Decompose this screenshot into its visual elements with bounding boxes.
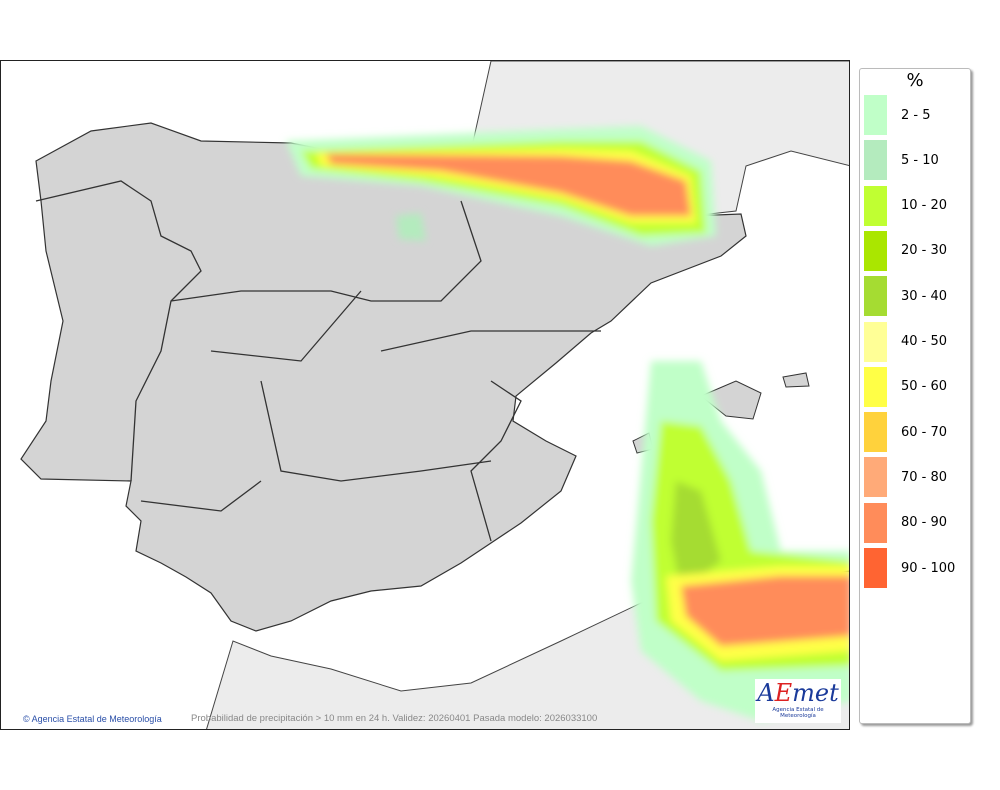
legend-item: 70 - 80 [864,457,948,498]
legend-swatch [864,321,887,362]
legend-swatch [864,502,887,543]
legend-label: 30 - 40 [901,288,948,304]
legend-unit: % [906,70,924,91]
legend-label: 80 - 90 [901,515,948,531]
legend-label: 60 - 70 [901,424,948,440]
legend-label: 5 - 10 [901,152,939,168]
borders [35,180,601,542]
legend-item: 2 - 5 [864,95,931,135]
legend-swatch [864,185,887,226]
legend-swatch [864,276,887,317]
legend-item: 20 - 30 [864,230,948,271]
legend-item: 30 - 40 [864,276,948,317]
legend-swatch [864,230,887,271]
legend-swatch [864,366,887,407]
legend-item: 10 - 20 [864,185,948,226]
probability-areas [286,126,849,721]
legend-item: 40 - 50 [864,321,948,362]
legend-swatch [864,95,887,135]
legend-item: 80 - 90 [864,502,948,543]
legend-swatch [864,140,887,181]
map-caption: Probabilidad de precipitación > 10 mm en… [191,713,598,724]
legend-swatch [864,412,887,453]
aemet-logo: AEmet Agencia Estatal de Meteorología [755,679,841,723]
islands [632,372,810,454]
legend-swatch [864,548,887,588]
copyright-icon: © [23,714,30,724]
legend-label: 20 - 30 [901,243,948,259]
legend-label: 2 - 5 [901,107,931,123]
legend-label: 50 - 60 [901,379,948,395]
map-canvas [20,61,849,729]
legend-item: 50 - 60 [864,366,948,407]
legend-item: 5 - 10 [864,140,939,181]
credit-text: Agencia Estatal de Meteorología [31,714,162,724]
legend-label: 10 - 20 [901,198,948,214]
logo-subtitle: Agencia Estatal de Meteorología [772,707,824,719]
legend-label: 90 - 100 [901,560,956,576]
legend-item: 90 - 100 [864,548,955,588]
legend-label: 70 - 80 [901,469,948,485]
aemet-credit: © Agencia Estatal de Meteorología [23,714,162,724]
legend-swatch [864,457,887,498]
legend-label: 40 - 50 [901,334,948,349]
legend-item: 60 - 70 [864,412,948,453]
legend: % 2 - 5 5 - 10 10 - 20 20 - 30 30 - 40 40 - 5… [859,68,971,724]
precipitation-probability-map: © Agencia Estatal de Meteorología Probab… [0,60,850,730]
